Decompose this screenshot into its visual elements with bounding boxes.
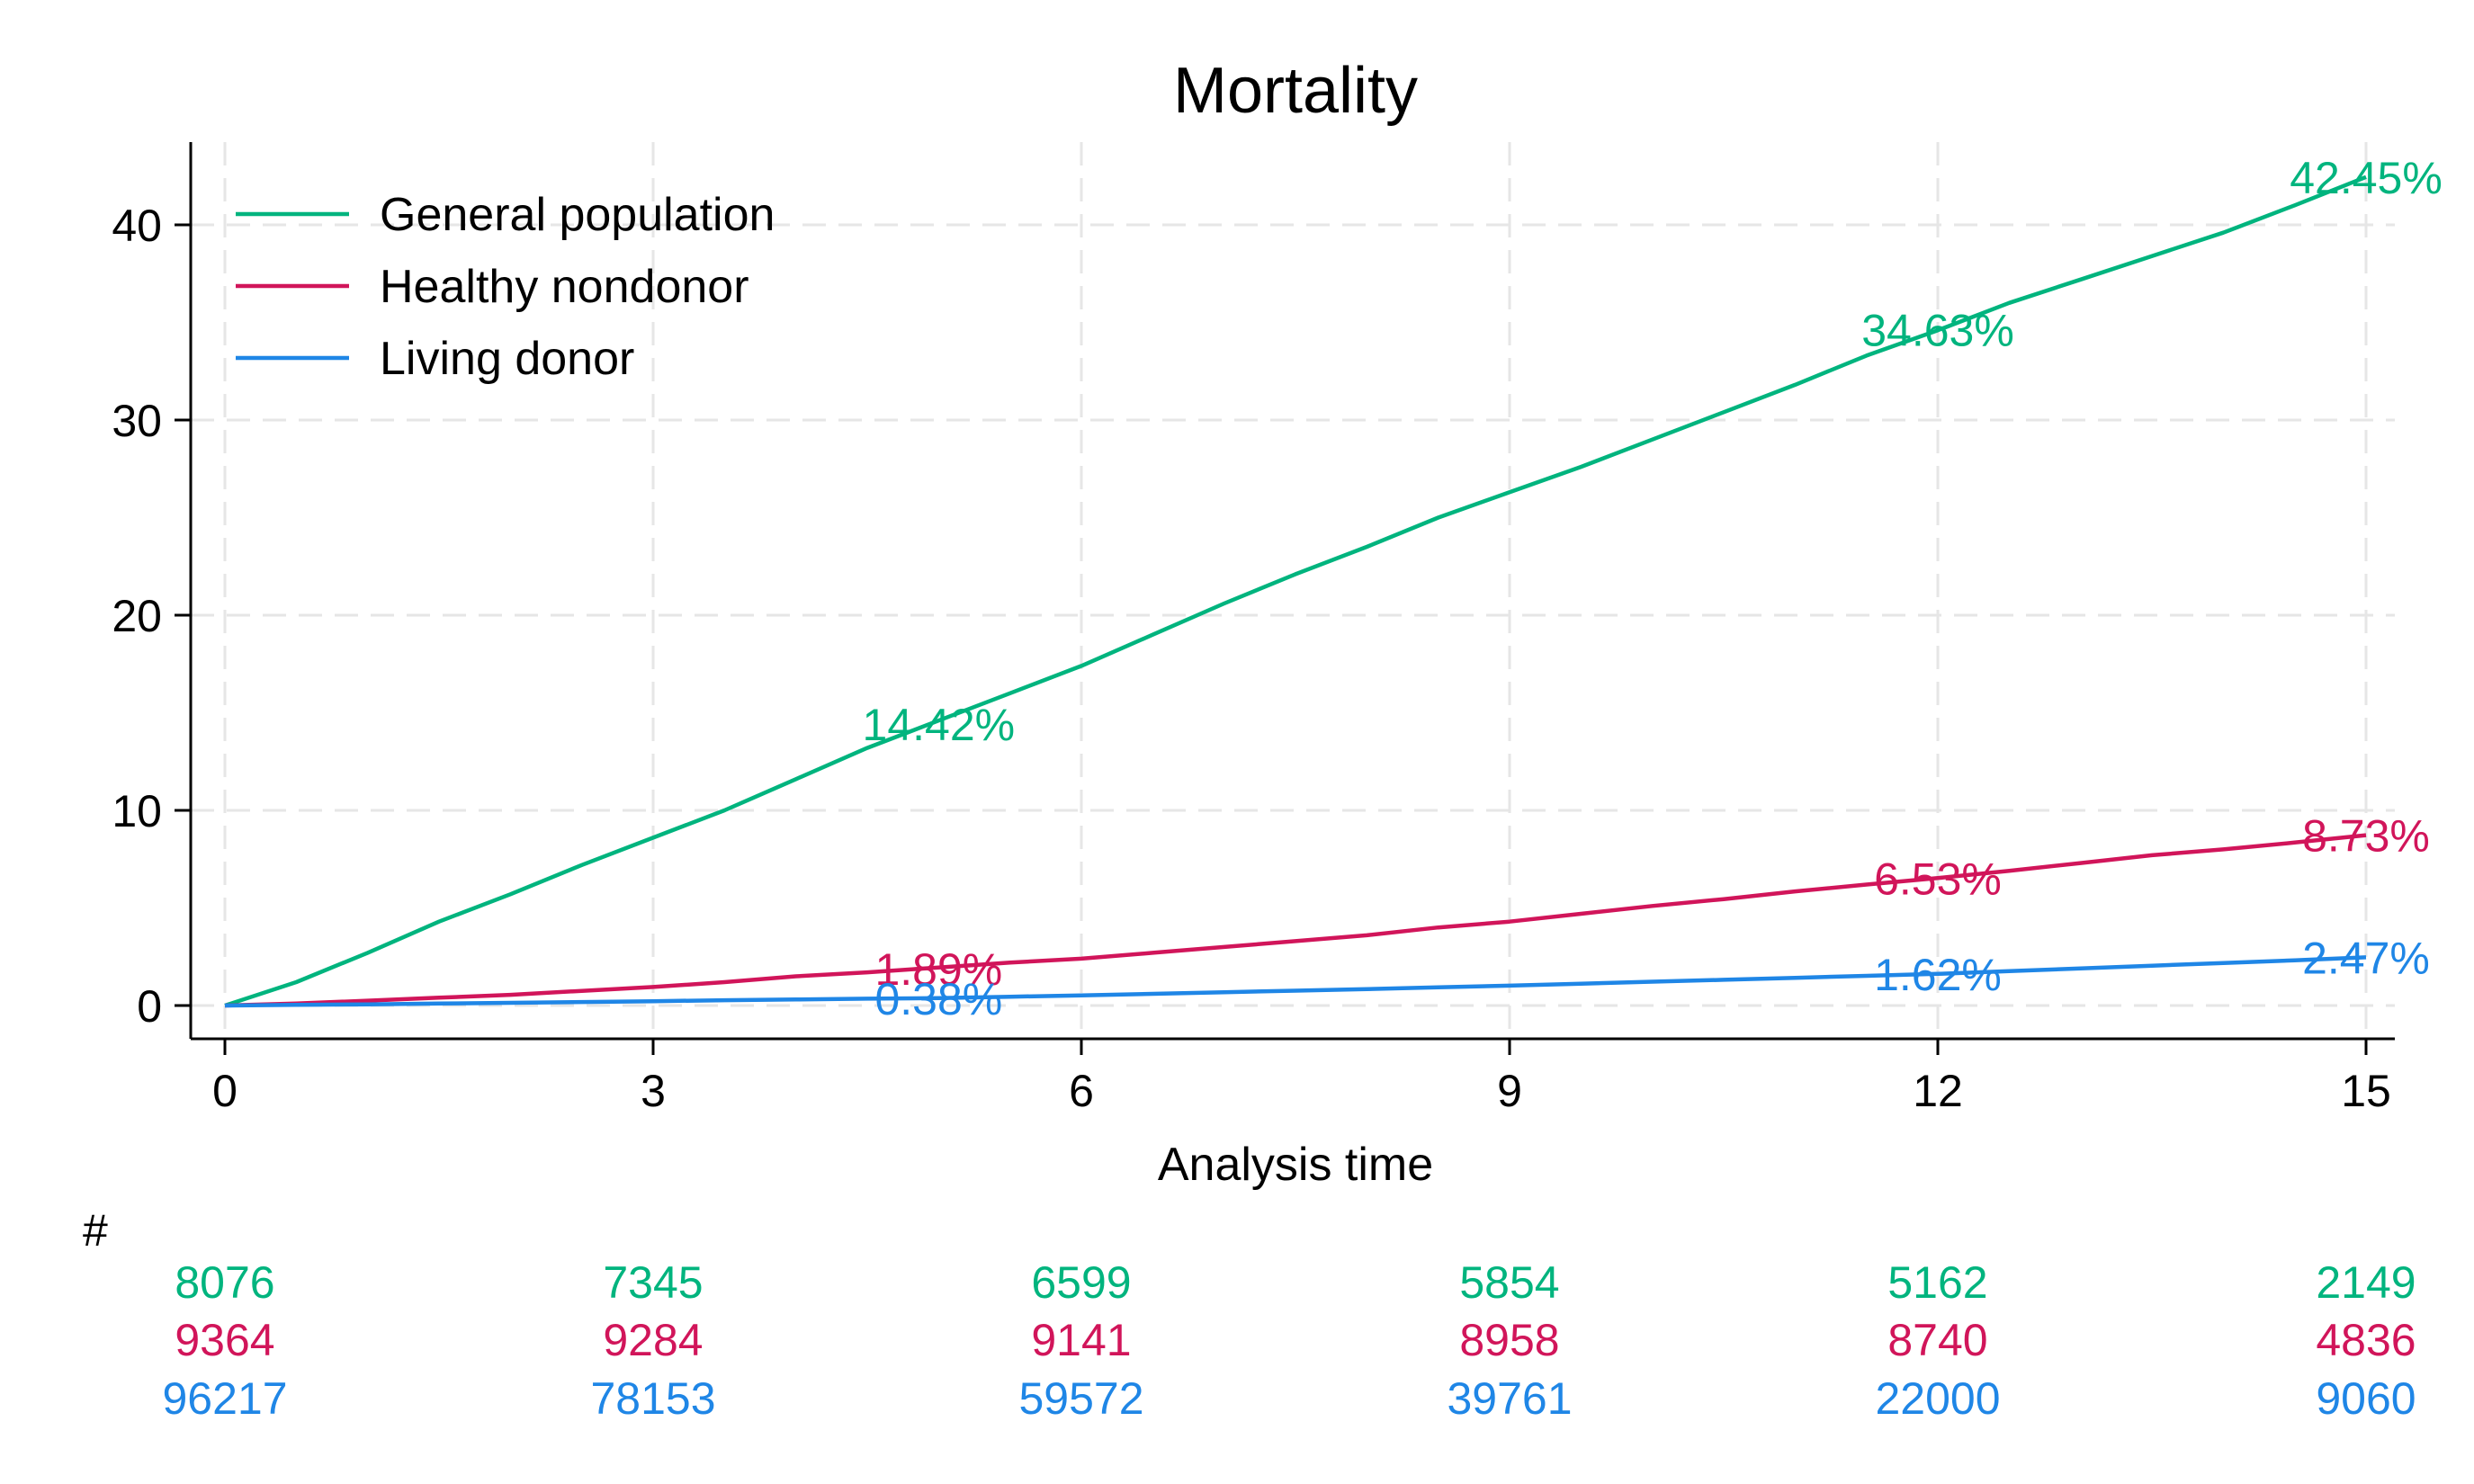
risk-table-label: # <box>83 1205 108 1256</box>
x-tick-label: 3 <box>641 1066 666 1116</box>
x-tick-label: 15 <box>2341 1066 2391 1116</box>
y-tick-label: 0 <box>137 981 162 1032</box>
data-label: 34.63% <box>1861 306 2014 356</box>
data-label: 14.42% <box>863 700 1016 750</box>
data-label: 6.53% <box>1874 854 2002 904</box>
x-axis-label: Analysis time <box>1158 1139 1433 1191</box>
legend-label: General population <box>380 189 775 241</box>
axes: 0 10 20 30 40 0 3 6 9 12 15 <box>112 142 2395 1116</box>
data-label: 2.47% <box>2302 933 2430 983</box>
risk-table-cell: 8740 <box>1887 1315 1987 1365</box>
risk-table-cell: 59572 <box>1018 1373 1143 1424</box>
risk-table-cell: 8076 <box>175 1257 274 1308</box>
risk-table-cell: 6599 <box>1031 1257 1131 1308</box>
risk-table-cell: 9060 <box>2316 1373 2416 1424</box>
y-tick-label: 40 <box>112 201 162 251</box>
risk-table-cell: 78153 <box>590 1373 715 1424</box>
risk-table-cell: 4836 <box>2316 1315 2416 1365</box>
risk-table-cell: 9284 <box>603 1315 703 1365</box>
y-tick-label: 10 <box>112 786 162 836</box>
series-lines <box>224 174 2367 1008</box>
data-label: 0.38% <box>874 974 1002 1024</box>
x-tick-label: 0 <box>212 1066 238 1116</box>
series-line-0 <box>224 174 2367 1008</box>
x-tick-label: 9 <box>1497 1066 1522 1116</box>
series-line-1 <box>224 833 2367 1008</box>
risk-table-cell: 9141 <box>1031 1315 1131 1365</box>
series-line-2 <box>224 955 2367 1008</box>
risk-table-cell: 7345 <box>603 1257 703 1308</box>
chart-title: Mortality <box>1173 55 1418 127</box>
data-label: 42.45% <box>2290 153 2443 203</box>
grid <box>191 142 2395 1039</box>
y-tick-label: 20 <box>112 591 162 641</box>
legend-label: Healthy nondonor <box>380 261 749 313</box>
risk-table-cell: 2149 <box>2316 1257 2416 1308</box>
risk-table-cell: 96217 <box>162 1373 287 1424</box>
risk-table-cell: 9364 <box>175 1315 274 1365</box>
risk-table-cell: 8958 <box>1459 1315 1559 1365</box>
x-tick-label: 6 <box>1069 1066 1094 1116</box>
legend: General population Healthy nondonor Living… <box>236 189 775 385</box>
risk-table-cell: 39761 <box>1447 1373 1572 1424</box>
data-label: 1.89% <box>874 944 1002 995</box>
legend-label: Living donor <box>380 333 634 385</box>
data-labels: 14.42% 34.63% 42.45% 1.89% 6.53% 8.73% 0.38% 1.… <box>863 153 2443 1024</box>
x-tick-label: 12 <box>1913 1066 1963 1116</box>
y-tick-label: 30 <box>112 396 162 446</box>
risk-table: 8076 7345 6599 5854 5162 2149 9364 9284 9141 8958… <box>162 1257 2416 1424</box>
risk-table-cell: 22000 <box>1875 1373 2000 1424</box>
risk-table-cell: 5854 <box>1459 1257 1559 1308</box>
data-label: 1.62% <box>1874 950 2002 1000</box>
risk-table-cell: 5162 <box>1887 1257 1987 1308</box>
data-label: 8.73% <box>2302 811 2430 862</box>
